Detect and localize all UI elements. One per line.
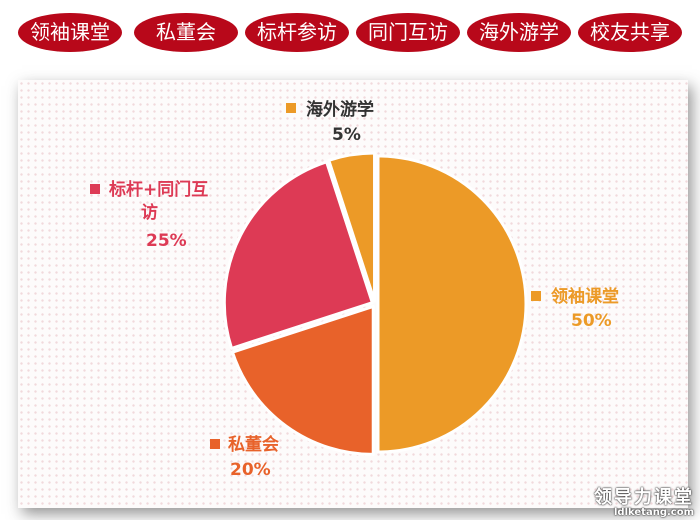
legend-marker-benchmark-peer: [90, 184, 100, 194]
slice-label-name: 标杆+同门互 访: [109, 179, 214, 223]
pie-slice-2: [230, 304, 375, 456]
slice-label-leadership-class: 领袖课堂 50%: [531, 286, 619, 331]
chart-card: 领袖课堂 50% 私董会 20% 标杆+同门互 访 25%: [18, 80, 688, 508]
pie-slice-4: [327, 151, 377, 303]
slice-label-value: 25%: [146, 231, 187, 251]
slice-label-benchmark-peer: 标杆+同门互 访 25%: [90, 179, 214, 251]
slice-label-value: 5%: [332, 125, 361, 145]
tab-peer-visit[interactable]: 同门互访: [356, 13, 460, 52]
pie-slice-1: [376, 154, 528, 454]
legend-marker-private-board: [210, 439, 220, 449]
tab-alumni-share[interactable]: 校友共享: [578, 13, 682, 52]
slice-label-overseas-study: 海外游学 5%: [286, 99, 374, 145]
pie-slices: [222, 151, 528, 456]
slice-label-value: 20%: [230, 460, 271, 480]
slice-label-name: 领袖课堂: [551, 286, 619, 307]
pie-chart: 领袖课堂 50% 私董会 20% 标杆+同门互 访 25%: [90, 99, 619, 480]
legend-marker-overseas-study: [286, 103, 296, 113]
tab-leadership-class[interactable]: 领袖课堂: [18, 13, 122, 52]
slice-label-name-line1: 标杆+同门互: [109, 179, 208, 200]
slice-label-name: 海外游学: [306, 99, 374, 120]
tab-bar: 领袖课堂 私董会 标杆参访 同门互访 海外游学 校友共享: [0, 0, 700, 64]
watermark-url: ldlketang.com: [614, 507, 694, 518]
slice-label-value: 50%: [571, 311, 612, 331]
tab-overseas-study[interactable]: 海外游学: [467, 13, 571, 52]
slice-label-name: 私董会: [228, 434, 279, 455]
slice-label-private-board: 私董会 20%: [210, 434, 279, 480]
watermark: 领导力课堂 ldlketang.com: [594, 483, 694, 518]
watermark-title: 领导力课堂: [594, 487, 694, 508]
slice-label-name-line2: 访: [141, 202, 158, 223]
legend-marker-leadership-class: [531, 291, 541, 301]
tab-benchmark-visit[interactable]: 标杆参访: [245, 13, 349, 52]
tab-private-board[interactable]: 私董会: [134, 13, 238, 52]
pie-slice-3: [222, 160, 374, 350]
